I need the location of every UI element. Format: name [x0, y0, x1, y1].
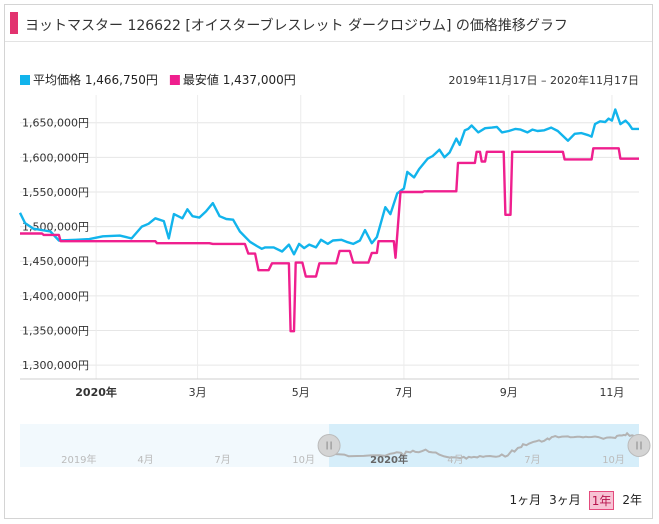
navigator-series-line [328, 431, 639, 460]
title-accent-mark [10, 12, 18, 34]
range-button-1[interactable]: 3ヶ月 [549, 493, 581, 507]
y-tick-label: 1,450,000円 [22, 255, 89, 268]
series-lines [18, 108, 639, 333]
x-tick-label: 2020年 [75, 385, 117, 399]
navigator-handle-left[interactable] [317, 434, 341, 457]
price-line-chart: 平均価格 1,466,750円 最安値 1,437,000円 2019年11月17… [18, 72, 651, 467]
y-tick-label: 1,400,000円 [22, 290, 89, 303]
title-bar: ヨットマスター 126622 [オイスターブレスレット ダークロジウム] の価格… [5, 5, 652, 42]
navigator-label: 2019年 [61, 453, 96, 466]
range-button-2[interactable]: 1年 [588, 491, 615, 510]
date-range-label: 2019年11月17日 – 2020年11月17日 [449, 73, 639, 87]
legend-swatch [169, 75, 180, 85]
y-tick-label: 1,550,000円 [22, 186, 89, 199]
navigator-label: 4月 [137, 454, 153, 466]
navigator-label: 10月 [292, 454, 315, 466]
x-tick-label: 5月 [292, 386, 310, 399]
y-tick-label: 1,350,000円 [22, 325, 89, 338]
navigator-label: 10月 [602, 454, 625, 466]
x-tick-label: 11月 [599, 386, 624, 399]
navigator-selection[interactable] [329, 424, 639, 467]
x-tick-label: 7月 [395, 386, 413, 399]
page-title: ヨットマスター 126622 [オイスターブレスレット ダークロジウム] の価格… [25, 18, 568, 34]
navigator-label: 4月 [447, 454, 463, 466]
legend-item[interactable]: 平均価格 1,466,750円 [33, 72, 158, 87]
price-chart-panel: ヨットマスター 126622 [オイスターブレスレット ダークロジウム] の価格… [4, 4, 653, 519]
y-tick-label: 1,650,000円 [22, 117, 89, 130]
y-tick-label: 1,300,000円 [22, 359, 89, 372]
min-price-line [20, 147, 639, 333]
avg-price-line [18, 108, 639, 256]
range-navigator[interactable]: 2019年 4月 7月 10月 2020年 4月 7月 10月 [20, 424, 651, 467]
y-axis: 1,300,000円 1,350,000円 1,400,000円 1,450,000円… [22, 117, 89, 372]
navigator-handle-right[interactable] [627, 434, 651, 457]
range-button-3[interactable]: 2年 [622, 493, 642, 507]
x-axis: 2020年 3月 5月 7月 9月 11月 [20, 378, 639, 399]
navigator-label: 7月 [214, 454, 230, 466]
x-tick-label: 3月 [189, 386, 207, 399]
x-tick-label: 9月 [500, 386, 518, 399]
navigator-label: 2020年 [370, 453, 408, 466]
legend-item[interactable]: 最安値 1,437,000円 [183, 72, 296, 87]
navigator-label: 7月 [524, 454, 540, 466]
legend: 平均価格 1,466,750円 最安値 1,437,000円 [20, 72, 296, 87]
y-gridlines [20, 95, 639, 379]
range-buttons: 1ヶ月 3ヶ月 1年 2年 [509, 491, 642, 510]
legend-swatch [20, 75, 30, 85]
range-button-0[interactable]: 1ヶ月 [509, 493, 542, 507]
y-tick-label: 1,600,000円 [22, 151, 89, 164]
